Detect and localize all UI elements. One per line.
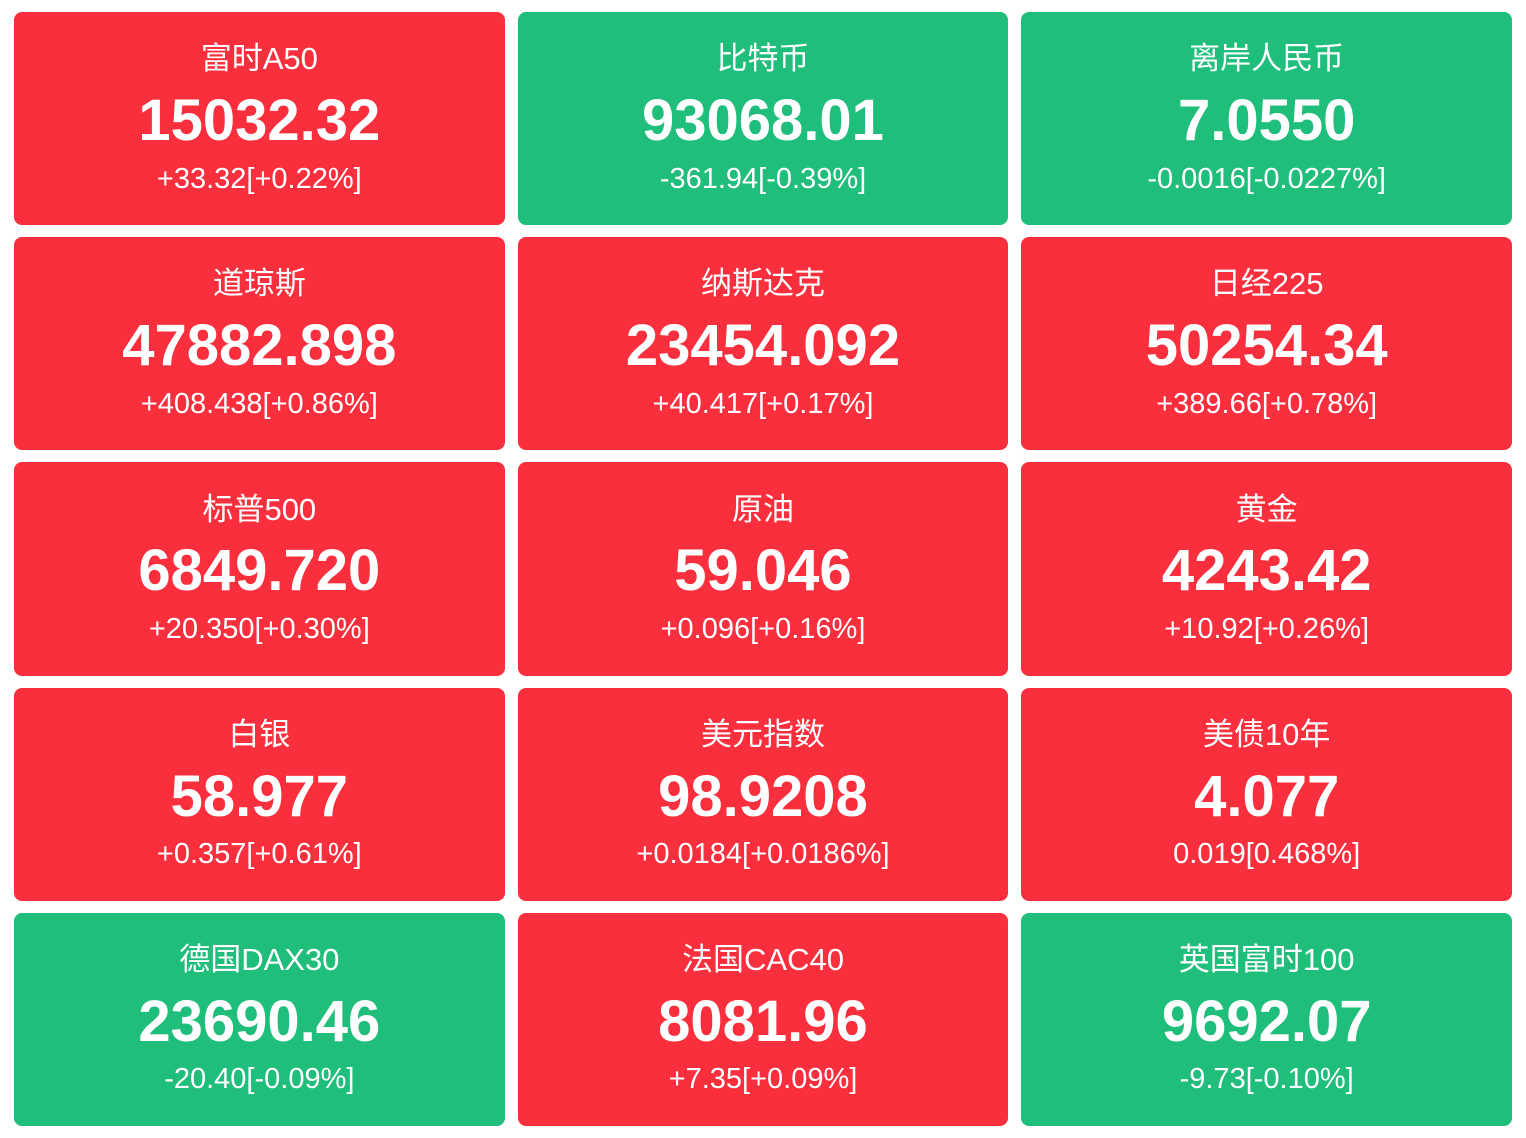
instrument-name: 离岸人民币 [1189,41,1345,77]
instrument-name: 富时A50 [200,41,318,77]
instrument-value: 59.046 [674,538,852,604]
instrument-name: 标普500 [202,491,317,527]
instrument-change: -361.94[-0.39%] [659,162,867,195]
instrument-value: 58.977 [170,763,349,829]
instrument-value: 6849.720 [138,538,381,604]
instrument-name: 法国CAC40 [682,942,844,978]
instrument-name: 日经225 [1209,266,1324,302]
market-tile-ftse-a50[interactable]: 富时A50 15032.32 +33.32[+0.22%] [14,12,505,226]
instrument-name: 原油 [731,491,794,527]
instrument-change: +33.32[+0.22%] [156,162,362,195]
instrument-value: 93068.01 [642,88,884,154]
market-tile-nasdaq[interactable]: 纳斯达克 23454.092 +40.417[+0.17%] [517,237,1009,451]
instrument-change: +20.350[+0.30%] [148,613,370,646]
instrument-change: +10.92[+0.26%] [1164,613,1370,646]
instrument-value: 8081.96 [658,988,868,1054]
market-tile-france-cac40[interactable]: 法国CAC40 8081.96 +7.35[+0.09%] [517,912,1009,1126]
instrument-value: 98.9208 [658,763,868,829]
instrument-value: 47882.898 [122,313,397,379]
market-tile-uk-ftse100[interactable]: 英国富时100 9692.07 -9.73[-0.10%] [1021,912,1512,1126]
market-tile-germany-dax30[interactable]: 德国DAX30 23690.46 -20.40[-0.09%] [14,912,505,1126]
instrument-change: +0.357[+0.61%] [156,838,362,871]
instrument-value: 23690.46 [138,988,381,1054]
instrument-name: 黄金 [1235,491,1298,527]
instrument-change: -0.0016[-0.0227%] [1147,162,1386,195]
market-tile-bitcoin[interactable]: 比特币 93068.01 -361.94[-0.39%] [517,12,1009,226]
instrument-value: 7.0550 [1177,88,1356,154]
instrument-value: 4243.42 [1161,538,1372,604]
market-tile-us-treasury-10y[interactable]: 美债10年 4.077 0.019[0.468%] [1021,687,1512,901]
market-tile-nikkei-225[interactable]: 日经225 50254.34 +389.66[+0.78%] [1021,237,1512,451]
instrument-value: 9692.07 [1161,988,1372,1054]
instrument-value: 50254.34 [1145,313,1388,379]
instrument-name: 英国富时100 [1178,942,1355,978]
instrument-name: 比特币 [716,41,810,77]
instrument-name: 美元指数 [700,716,825,752]
instrument-value: 15032.32 [138,88,381,154]
market-tile-gold[interactable]: 黄金 4243.42 +10.92[+0.26%] [1021,462,1512,676]
instrument-name: 白银 [228,716,291,752]
market-tile-silver[interactable]: 白银 58.977 +0.357[+0.61%] [14,687,505,901]
instrument-change: +0.096[+0.16%] [660,613,866,646]
instrument-change: +389.66[+0.78%] [1156,387,1378,420]
instrument-change: +0.0184[+0.0186%] [636,838,890,871]
instrument-name: 纳斯达克 [700,266,825,302]
instrument-name: 道琼斯 [212,266,306,302]
instrument-value: 4.077 [1194,763,1340,829]
instrument-name: 德国DAX30 [179,942,340,978]
market-tile-offshore-rmb[interactable]: 离岸人民币 7.0550 -0.0016[-0.0227%] [1021,12,1512,226]
market-tile-sp500[interactable]: 标普500 6849.720 +20.350[+0.30%] [14,462,505,676]
instrument-change: 0.019[0.468%] [1173,838,1361,871]
market-tile-dow-jones[interactable]: 道琼斯 47882.898 +408.438[+0.86%] [14,237,505,451]
instrument-name: 美债10年 [1202,716,1331,752]
market-tile-crude-oil[interactable]: 原油 59.046 +0.096[+0.16%] [517,462,1009,676]
instrument-change: -20.40[-0.09%] [164,1063,355,1096]
instrument-change: +40.417[+0.17%] [652,387,874,420]
instrument-value: 23454.092 [625,313,901,379]
market-tile-usd-index[interactable]: 美元指数 98.9208 +0.0184[+0.0186%] [517,687,1009,901]
instrument-change: +408.438[+0.86%] [140,387,378,420]
instrument-change: -9.73[-0.10%] [1179,1063,1354,1096]
instrument-change: +7.35[+0.09%] [668,1063,858,1096]
